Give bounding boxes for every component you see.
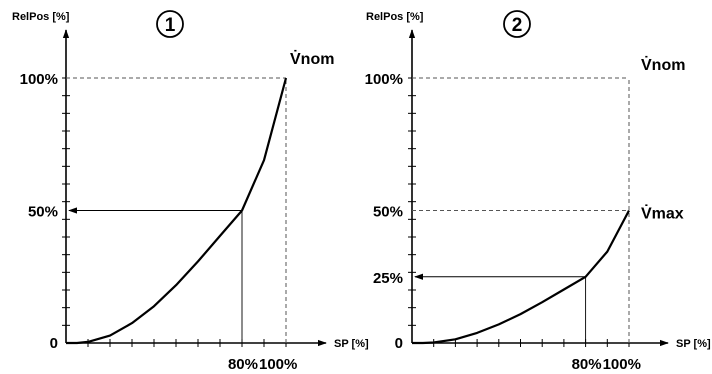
x-tick-label: 80% bbox=[572, 356, 602, 373]
panel-number-circle bbox=[156, 10, 184, 38]
dashed-top-label: V̇nom bbox=[641, 56, 685, 74]
x-axis-label: SP [%] bbox=[334, 338, 369, 350]
panel-number-circle bbox=[503, 10, 531, 38]
panel-number: 2 bbox=[512, 15, 523, 36]
curve-label: V̇max bbox=[641, 204, 684, 222]
y-tick-label: 0 bbox=[395, 335, 403, 352]
y-tick-label: 50% bbox=[373, 204, 403, 221]
series-curve bbox=[66, 77, 288, 345]
y-tick-label: 50% bbox=[28, 204, 58, 221]
curve-label: V̇nom bbox=[290, 50, 334, 68]
y-tick-label: 100% bbox=[365, 71, 403, 88]
y-tick-label: 25% bbox=[373, 270, 403, 287]
x-tick-label: 80% bbox=[228, 356, 258, 373]
series-curve bbox=[412, 209, 630, 345]
y-axis-label: RelPos [%] bbox=[366, 11, 424, 23]
y-tick-label: 100% bbox=[20, 71, 58, 88]
y-tick-label: 0 bbox=[50, 335, 58, 352]
x-tick-label: 100% bbox=[259, 356, 297, 373]
panel-number: 1 bbox=[165, 15, 176, 36]
x-tick-label: 100% bbox=[603, 356, 641, 373]
y-axis-label: RelPos [%] bbox=[12, 11, 70, 23]
x-axis-label: SP [%] bbox=[676, 338, 711, 350]
